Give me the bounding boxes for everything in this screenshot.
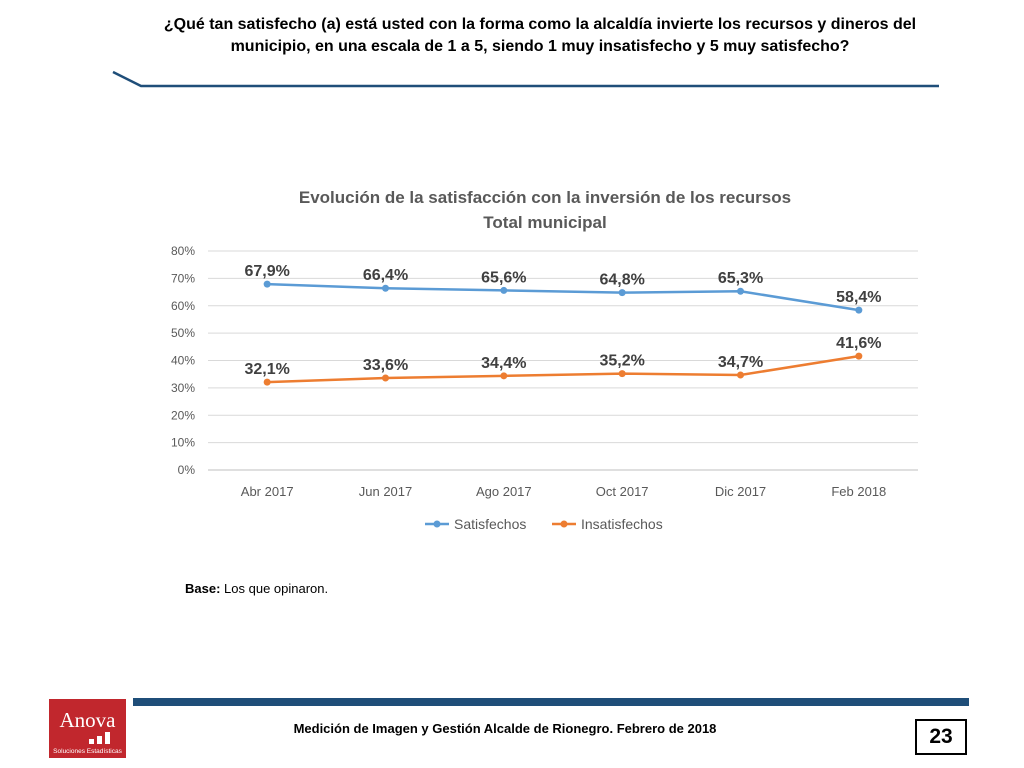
base-text: Los que opinaron. — [224, 581, 329, 596]
logo-name: Anova — [59, 708, 116, 732]
y-tick-label: 20% — [171, 408, 195, 422]
data-point-satisfechos — [737, 287, 744, 295]
data-label-satisfechos: 66,4% — [363, 267, 408, 284]
x-tick-label: Feb 2018 — [831, 484, 886, 499]
chart-title-line1: Evolución de la satisfacción con la inve… — [299, 188, 791, 207]
logo-bars-icon — [89, 732, 110, 744]
anova-logo: Anova Soluciones Estadísticas — [49, 699, 126, 758]
data-point-insatisfechos — [500, 372, 508, 380]
x-tick-label: Dic 2017 — [715, 484, 766, 499]
data-point-insatisfechos — [263, 378, 271, 386]
data-point-satisfechos — [382, 284, 389, 292]
x-tick-label: Oct 2017 — [596, 484, 649, 499]
x-tick-label: Jun 2017 — [359, 484, 413, 499]
data-label-insatisfechos: 34,4% — [481, 355, 526, 372]
page-number: 23 — [915, 719, 967, 755]
data-point-satisfechos — [618, 289, 626, 297]
base-note: Base: Los que opinaron. — [185, 581, 328, 596]
series-line-insatisfechos — [267, 354, 860, 384]
data-point-satisfechos — [263, 280, 271, 288]
base-label: Base: — [185, 581, 221, 596]
data-label-satisfechos: 67,9% — [244, 263, 289, 280]
data-point-insatisfechos — [618, 370, 626, 378]
footer-text: Medición de Imagen y Gestión Alcalde de … — [293, 721, 717, 736]
x-tick-label: Ago 2017 — [476, 484, 532, 499]
data-label-satisfechos: 64,8% — [599, 272, 644, 289]
data-point-insatisfechos — [737, 371, 744, 379]
y-tick-label: 80% — [171, 244, 195, 258]
y-tick-label: 30% — [171, 381, 195, 395]
data-label-satisfechos: 58,4% — [836, 289, 881, 306]
legend-marker-satisfechos — [433, 520, 441, 528]
y-tick-label: 60% — [171, 299, 195, 313]
data-point-insatisfechos — [855, 352, 863, 360]
footer-bar — [133, 698, 969, 706]
data-point-satisfechos — [855, 306, 863, 314]
question-title: ¿Qué tan satisfecho (a) está usted con l… — [163, 16, 917, 55]
data-label-insatisfechos: 33,6% — [363, 357, 408, 374]
chart-title-line2: Total municipal — [483, 213, 606, 232]
legend-label-insatisfechos: Insatisfechos — [581, 516, 663, 532]
y-tick-label: 10% — [171, 436, 195, 450]
y-tick-label: 0% — [178, 463, 196, 477]
legend-label-satisfechos: Satisfechos — [454, 516, 526, 532]
data-point-satisfechos — [500, 286, 508, 294]
series-line-satisfechos — [267, 282, 860, 312]
y-tick-label: 70% — [171, 271, 195, 285]
data-label-insatisfechos: 41,6% — [836, 335, 881, 352]
x-tick-label: Abr 2017 — [241, 484, 294, 499]
data-label-insatisfechos: 32,1% — [244, 361, 289, 378]
data-label-insatisfechos: 34,7% — [718, 354, 763, 371]
data-label-insatisfechos: 35,2% — [599, 353, 644, 370]
data-label-satisfechos: 65,3% — [718, 270, 763, 287]
y-tick-label: 50% — [171, 326, 195, 340]
line-chart: Evolución de la satisfacción con la inve… — [171, 188, 918, 532]
data-label-satisfechos: 65,6% — [481, 269, 526, 286]
legend-marker-insatisfechos — [560, 520, 568, 528]
logo-tagline: Soluciones Estadísticas — [53, 748, 122, 755]
header-rule — [112, 70, 939, 88]
y-tick-label: 40% — [171, 354, 195, 368]
data-point-insatisfechos — [382, 374, 389, 382]
